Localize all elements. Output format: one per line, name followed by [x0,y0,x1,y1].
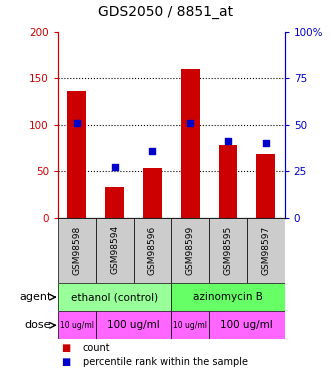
Text: 100 ug/ml: 100 ug/ml [107,320,160,330]
Text: count: count [83,343,110,353]
Bar [133,217,171,283]
Text: 100 ug/ml: 100 ug/ml [220,320,273,330]
Text: percentile rank within the sample: percentile rank within the sample [83,357,248,368]
Point [74,120,79,126]
Bar [68,91,86,218]
Text: GSM98599: GSM98599 [186,225,195,274]
Bar [209,217,247,283]
Text: GSM98594: GSM98594 [110,225,119,274]
Bar [58,283,171,311]
Bar [96,217,133,283]
Bar [143,168,162,217]
Point [112,164,117,170]
Bar [58,217,96,283]
Bar [96,311,171,339]
Bar [247,217,285,283]
Text: dose: dose [25,320,51,330]
Point [263,140,268,146]
Text: GSM98596: GSM98596 [148,225,157,274]
Bar [171,311,209,339]
Point [150,148,155,154]
Bar [58,311,96,339]
Bar [105,187,124,218]
Text: 10 ug/ml: 10 ug/ml [173,321,207,330]
Text: GSM98598: GSM98598 [72,225,81,274]
Text: GSM98597: GSM98597 [261,225,270,274]
Bar [181,69,200,218]
Bar [171,283,285,311]
Text: 10 ug/ml: 10 ug/ml [60,321,94,330]
Text: ethanol (control): ethanol (control) [71,292,158,302]
Text: agent: agent [19,292,51,302]
Point [225,138,231,144]
Bar [218,145,237,218]
Bar [171,217,209,283]
Bar [209,311,285,339]
Text: ■: ■ [61,357,71,368]
Bar [256,154,275,218]
Point [188,120,193,126]
Text: GDS2050 / 8851_at: GDS2050 / 8851_at [98,5,233,19]
Text: azinomycin B: azinomycin B [193,292,263,302]
Text: GSM98595: GSM98595 [223,225,232,274]
Text: ■: ■ [61,343,71,353]
